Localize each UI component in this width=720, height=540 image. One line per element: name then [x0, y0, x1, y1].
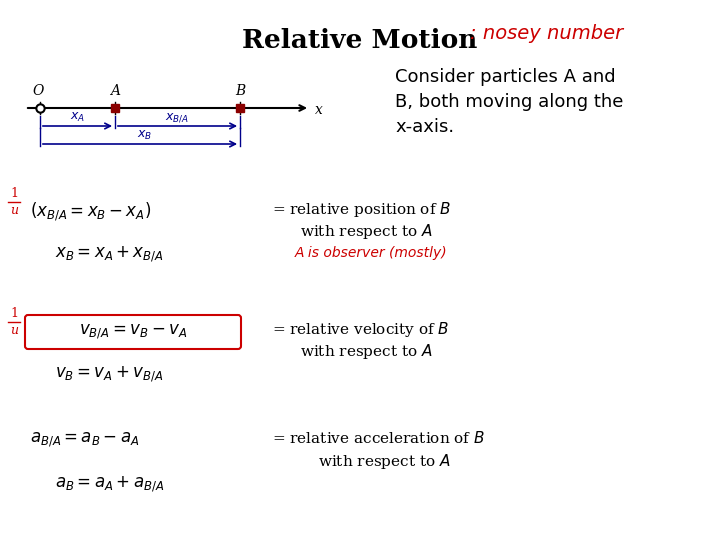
Text: = relative position of $B$: = relative position of $B$ — [272, 200, 451, 219]
Text: $a_{B/A} = a_B - a_A$: $a_{B/A} = a_B - a_A$ — [30, 430, 140, 449]
Text: B: B — [235, 84, 245, 98]
FancyBboxPatch shape — [25, 315, 241, 349]
Text: $\left(x_{B/A} = x_B - x_A\right)$: $\left(x_{B/A} = x_B - x_A\right)$ — [30, 200, 151, 222]
Text: $x_B = x_A + x_{B/A}$: $x_B = x_A + x_{B/A}$ — [55, 244, 163, 264]
Text: = relative velocity of $B$: = relative velocity of $B$ — [272, 320, 449, 339]
Text: A is observer (mostly): A is observer (mostly) — [295, 246, 448, 260]
Text: x: x — [315, 103, 323, 117]
Text: $v_B = v_A + v_{B/A}$: $v_B = v_A + v_{B/A}$ — [55, 364, 163, 383]
Text: = relative acceleration of $B$: = relative acceleration of $B$ — [272, 430, 485, 446]
Text: $v_{B/A} = v_B - v_A$: $v_{B/A} = v_B - v_A$ — [78, 323, 187, 341]
Text: u: u — [10, 204, 18, 217]
Text: $x_{B/A}$: $x_{B/A}$ — [166, 111, 189, 124]
Text: Consider particles A and
B, both moving along the
x-axis.: Consider particles A and B, both moving … — [395, 68, 624, 136]
Text: $x_A$: $x_A$ — [70, 111, 85, 124]
Text: u: u — [10, 324, 18, 337]
Text: O: O — [32, 84, 44, 98]
Text: with respect to $A$: with respect to $A$ — [300, 222, 433, 241]
Text: 1: 1 — [10, 187, 18, 200]
Text: with respect to $A$: with respect to $A$ — [300, 342, 433, 361]
Text: A: A — [110, 84, 120, 98]
Text: $x_B$: $x_B$ — [138, 129, 153, 142]
Text: 1: 1 — [10, 307, 18, 320]
Text: : nosey number: : nosey number — [470, 24, 623, 43]
Text: with respect to $A$: with respect to $A$ — [318, 452, 451, 471]
Text: $a_B = a_A + a_{B/A}$: $a_B = a_A + a_{B/A}$ — [55, 474, 164, 494]
Text: Relative Motion: Relative Motion — [243, 28, 477, 53]
